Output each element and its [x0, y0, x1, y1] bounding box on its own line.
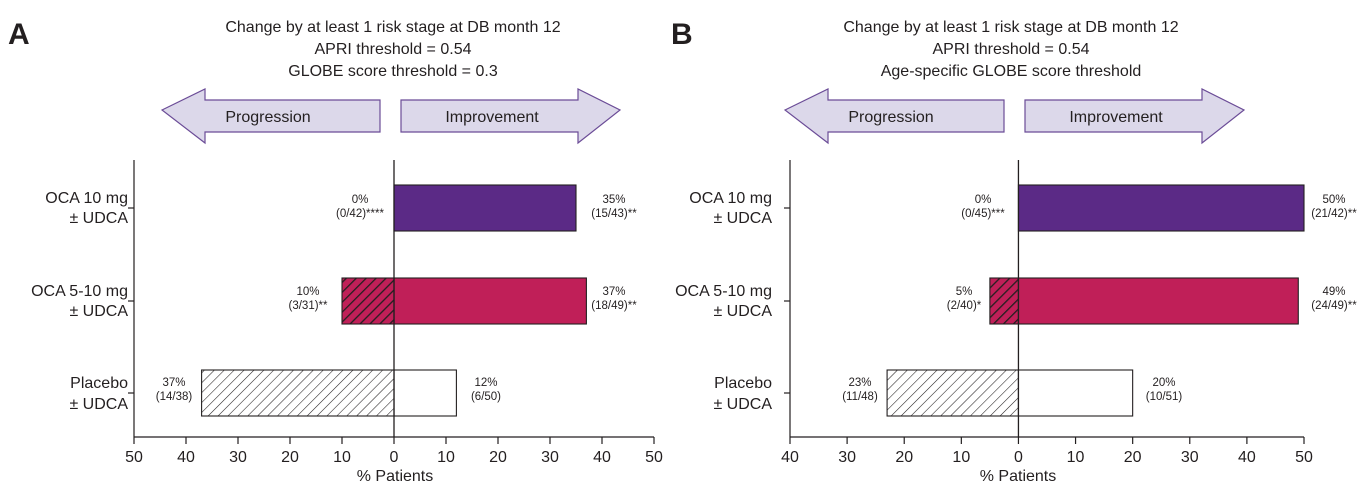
- panel-a-value-label-prog-3-frac: (14/38): [156, 391, 193, 403]
- panel-a-category-1-line-1: OCA 10 mg: [45, 190, 128, 207]
- panel-b-progression-arrow: [783, 88, 1005, 145]
- panel-a-value-label-imp-1-pct: 35%: [602, 194, 625, 206]
- panel-a-x-tick-label: 30: [541, 449, 559, 466]
- panel-a-x-tick-label: 30: [229, 449, 247, 466]
- panel-a-value-label-imp-3-pct: 12%: [474, 377, 497, 389]
- panel-b-bar-improvement-1: [1017, 184, 1305, 232]
- panel-a-bar-progression-3: [201, 369, 395, 417]
- panel-b-label: B: [671, 18, 693, 51]
- panel-a-value-label-prog-2-pct: 10%: [296, 286, 319, 298]
- panel-a-bar-progression-2: [341, 277, 395, 325]
- panel-b-title-line-2: APRI threshold = 0.54: [933, 41, 1090, 58]
- panel-a-x-tick-label: 20: [281, 449, 299, 466]
- panel-a-value-label-imp-3-frac: (6/50): [471, 391, 501, 403]
- panel-b-value-label-imp-3-pct: 20%: [1152, 377, 1175, 389]
- panel-a-value-label-prog-2-frac: (3/31)**: [289, 300, 329, 312]
- panel-b-value-label-prog-1-frac: (0/45)***: [961, 208, 1005, 220]
- panel-b-value-label-prog-3-pct: 23%: [848, 377, 871, 389]
- panel-a-label: A: [8, 18, 30, 51]
- panel-a-category-3-line-1: Placebo: [70, 375, 128, 392]
- panel-b-category-1-line-2: ± UDCA: [713, 210, 772, 227]
- panel-b-category-1-line-1: OCA 10 mg: [689, 190, 772, 207]
- panel-a-value-label-imp-2-frac: (18/49)**: [591, 300, 637, 312]
- panel-a-x-tick-label: 10: [437, 449, 455, 466]
- panel-b-value-label-imp-2-pct: 49%: [1322, 286, 1345, 298]
- panel-b-value-label-prog-1-pct: 0%: [975, 194, 992, 206]
- panel-a-x-tick-label: 0: [390, 449, 399, 466]
- panel-b-x-tick-label: 30: [838, 449, 856, 466]
- panel-b-improvement-arrow: [1024, 88, 1246, 145]
- panel-a-axes: 50 40 30 20 10 0 10 20 30 40 50: [125, 160, 663, 466]
- panel-b-x-tick-label: 10: [952, 449, 970, 466]
- panel-b-x-tick-label: 30: [1181, 449, 1199, 466]
- panel-a-bar-improvement-2: [393, 277, 587, 325]
- panel-b-bar-progression-2: [989, 277, 1019, 325]
- panel-a-x-axis-title: % Patients: [357, 468, 433, 485]
- panel-b-x-tick-label: 40: [1238, 449, 1256, 466]
- panel-b-value-label-prog-3-frac: (11/48): [842, 391, 878, 403]
- panel-a-x-tick-label: 10: [333, 449, 351, 466]
- panel-b-category-3-line-2: ± UDCA: [713, 396, 772, 413]
- panel-b-category-3-line-1: Placebo: [714, 375, 772, 392]
- panel-a-x-tick-label: 40: [177, 449, 195, 466]
- panel-b-category-2-line-1: OCA 5-10 mg: [675, 283, 772, 300]
- panel-a-improvement-arrow: [400, 88, 622, 145]
- panel-b-x-tick-label: 40: [781, 449, 799, 466]
- panel-b: B Change by at least 1 risk stage at DB …: [671, 18, 1357, 485]
- panel-a-category-2-line-1: OCA 5-10 mg: [31, 283, 128, 300]
- panel-a-x-tick-label: 40: [593, 449, 611, 466]
- panel-a-x-tick-label: 50: [645, 449, 663, 466]
- panel-a-value-label-imp-2-pct: 37%: [602, 286, 625, 298]
- panel-a-title-line-3: GLOBE score threshold = 0.3: [288, 63, 498, 80]
- panel-b-x-tick-label: 20: [1124, 449, 1142, 466]
- panel-b-value-label-imp-3-frac: (10/51): [1146, 391, 1183, 403]
- panel-b-value-label-imp-2-frac: (24/49)**: [1311, 300, 1357, 312]
- panel-a-x-tick-label: 20: [489, 449, 507, 466]
- panel-b-x-tick-label: 10: [1067, 449, 1085, 466]
- panel-a-category-1-line-2: ± UDCA: [69, 210, 128, 227]
- panel-b-bar-progression-3: [886, 369, 1019, 417]
- panel-a-value-label-prog-3-pct: 37%: [162, 377, 185, 389]
- panel-b-category-2-line-2: ± UDCA: [713, 303, 772, 320]
- panel-b-x-tick-label: 0: [1014, 449, 1023, 466]
- panel-b-value-label-imp-1-pct: 50%: [1322, 194, 1345, 206]
- panel-b-progression-label: Progression: [848, 109, 933, 126]
- panel-a-value-label-imp-1-frac: (15/43)**: [591, 208, 637, 220]
- panel-b-improvement-label: Improvement: [1069, 109, 1163, 126]
- panel-a-bar-improvement-1: [393, 184, 577, 232]
- panel-a-progression-arrow: [160, 88, 381, 145]
- panel-a-improvement-label: Improvement: [445, 109, 539, 126]
- panel-a-value-label-prog-1-frac: (0/42)****: [336, 208, 384, 220]
- panel-b-title-line-3: Age-specific GLOBE score threshold: [881, 63, 1142, 80]
- panel-b-x-tick-label: 50: [1295, 449, 1313, 466]
- panel-b-value-label-prog-2-frac: (2/40)*: [947, 300, 982, 312]
- panel-b-x-axis-title: % Patients: [980, 468, 1056, 485]
- panel-b-bar-improvement-2: [1017, 277, 1299, 325]
- panel-a-category-2-line-2: ± UDCA: [69, 303, 128, 320]
- panel-a-progression-label: Progression: [225, 109, 310, 126]
- panel-b-value-label-imp-1-frac: (21/42)**: [1311, 208, 1357, 220]
- panel-a-title-line-1: Change by at least 1 risk stage at DB mo…: [225, 19, 560, 36]
- panel-a-x-tick-label: 50: [125, 449, 143, 466]
- panel-b-bar-improvement-3: [1017, 369, 1134, 417]
- panel-a-bars: [201, 160, 587, 437]
- panel-b-value-label-prog-2-pct: 5%: [956, 286, 973, 298]
- panel-b-x-tick-label: 20: [895, 449, 913, 466]
- panel-a: A Change by at least 1 risk stage at DB …: [8, 18, 663, 485]
- panel-b-bars: [886, 160, 1305, 437]
- panel-b-title-line-1: Change by at least 1 risk stage at DB mo…: [843, 19, 1178, 36]
- panel-a-category-3-line-2: ± UDCA: [69, 396, 128, 413]
- panel-a-value-label-prog-1-pct: 0%: [352, 194, 369, 206]
- panel-a-title-line-2: APRI threshold = 0.54: [315, 41, 472, 58]
- panel-a-bar-improvement-3: [393, 369, 457, 417]
- panel-b-axes: 40 30 20 10 0 10 20 30 40 50: [781, 160, 1313, 466]
